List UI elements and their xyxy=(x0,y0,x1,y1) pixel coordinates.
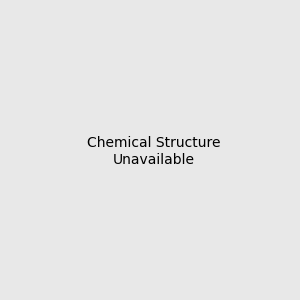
Text: Chemical Structure
Unavailable: Chemical Structure Unavailable xyxy=(87,136,220,166)
